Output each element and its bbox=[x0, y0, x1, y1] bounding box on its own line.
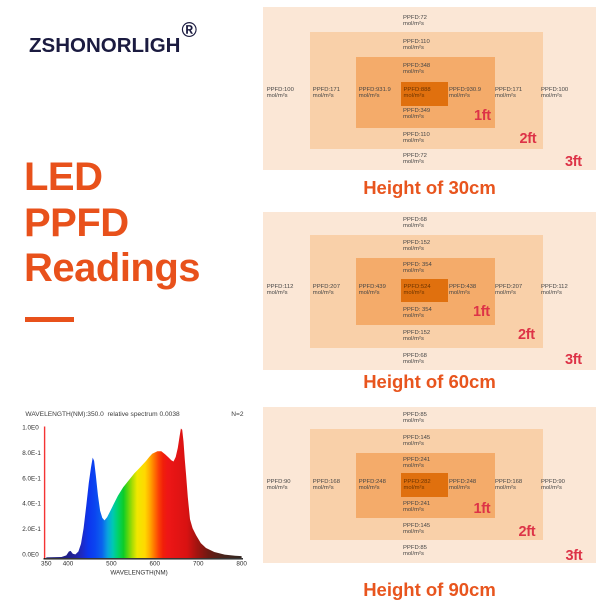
svg-text:400: 400 bbox=[63, 561, 74, 568]
svg-text:600: 600 bbox=[150, 561, 161, 568]
svg-text:500: 500 bbox=[106, 561, 117, 568]
svg-text:800: 800 bbox=[236, 561, 247, 568]
svg-text:700: 700 bbox=[193, 561, 204, 568]
svg-text:2.0E-1: 2.0E-1 bbox=[22, 526, 41, 533]
svg-text:8.0E-1: 8.0E-1 bbox=[22, 450, 41, 457]
svg-text:WAVELENGTH(NM):350.0 relative: WAVELENGTH(NM):350.0 relative spectrum 0… bbox=[25, 411, 180, 418]
svg-text:N=2: N=2 bbox=[231, 411, 244, 418]
svg-text:1.0E0: 1.0E0 bbox=[22, 425, 39, 432]
svg-text:6.0E-1: 6.0E-1 bbox=[22, 475, 41, 482]
svg-text:WAVELENGTH(NM): WAVELENGTH(NM) bbox=[110, 570, 167, 577]
svg-text:0.0E0: 0.0E0 bbox=[22, 552, 39, 559]
svg-text:4.0E-1: 4.0E-1 bbox=[22, 501, 41, 508]
svg-text:350: 350 bbox=[41, 561, 52, 568]
